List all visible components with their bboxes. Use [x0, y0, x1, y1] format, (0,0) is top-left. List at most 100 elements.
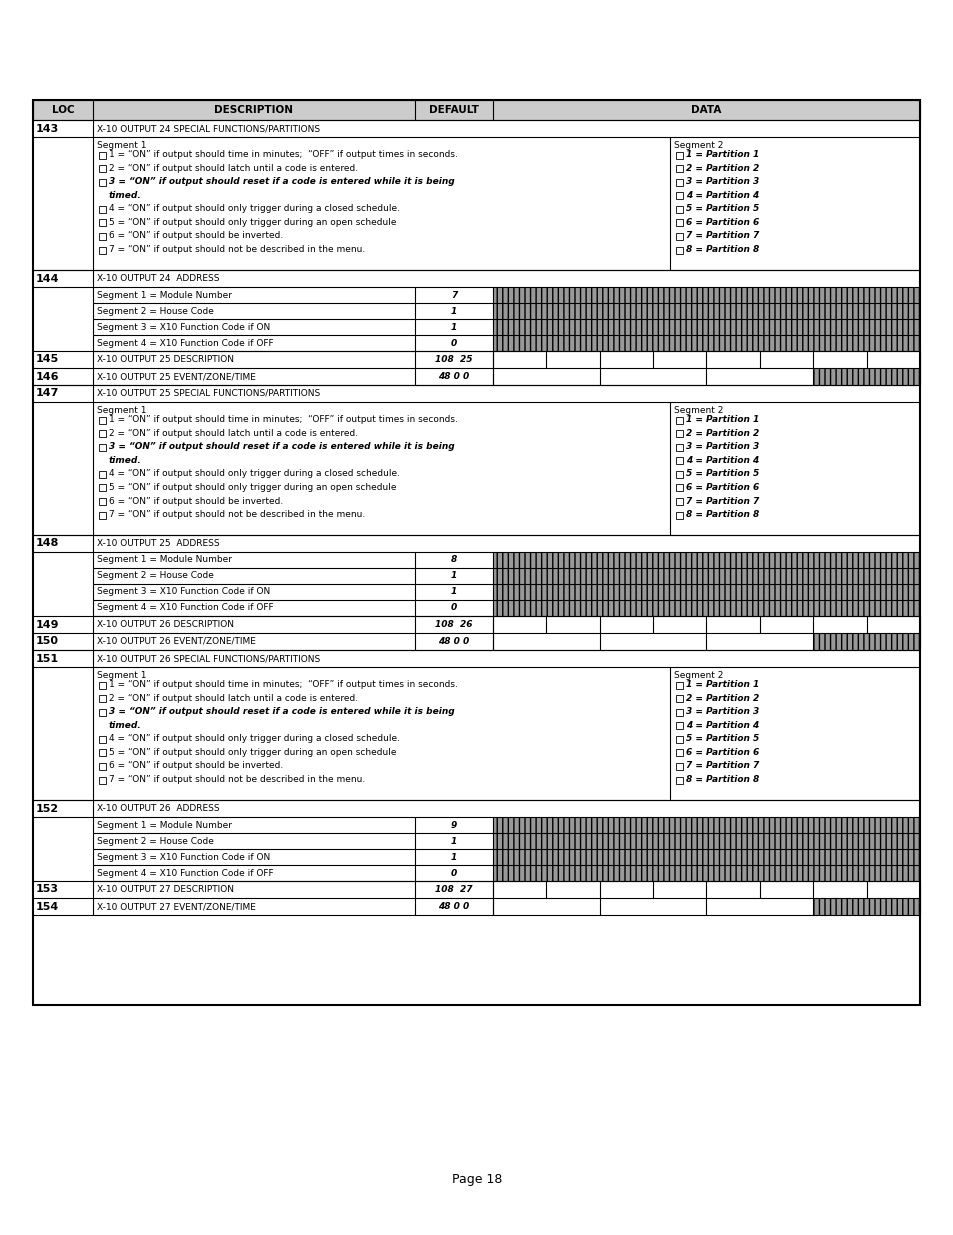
Bar: [493, 287, 919, 303]
Text: 1 = Partition 1: 1 = Partition 1: [685, 415, 759, 424]
Text: 6 = Partition 6: 6 = Partition 6: [685, 483, 759, 492]
Bar: [676, 193, 682, 199]
Bar: [99, 471, 106, 478]
Text: Segment 1 = Module Number: Segment 1 = Module Number: [97, 290, 232, 300]
Text: 8 = Partition 8: 8 = Partition 8: [685, 510, 759, 519]
Text: X-10 OUTPUT 27 DESCRIPTION: X-10 OUTPUT 27 DESCRIPTION: [97, 885, 233, 894]
Bar: [676, 498, 682, 505]
Text: 48 0 0: 48 0 0: [438, 372, 469, 382]
Text: Segment 3 = X10 Function Code if ON: Segment 3 = X10 Function Code if ON: [97, 322, 270, 331]
Text: 153: 153: [36, 884, 59, 894]
Text: 108  27: 108 27: [435, 885, 473, 894]
Bar: [812, 898, 919, 915]
Bar: [812, 634, 919, 650]
Bar: [493, 584, 919, 600]
Text: 5 = Partition 5: 5 = Partition 5: [685, 735, 759, 743]
Bar: [493, 818, 919, 832]
Text: X-10 OUTPUT 26 SPECIAL FUNCTIONS/PARTITIONS: X-10 OUTPUT 26 SPECIAL FUNCTIONS/PARTITI…: [97, 655, 320, 663]
Bar: [676, 709, 682, 716]
Text: Segment 2: Segment 2: [673, 671, 722, 680]
Text: Segment 1 = Module Number: Segment 1 = Module Number: [97, 556, 232, 564]
Bar: [676, 152, 682, 158]
Bar: [676, 471, 682, 478]
Bar: [99, 165, 106, 172]
Text: 48 0 0: 48 0 0: [438, 637, 469, 646]
Text: Segment 3 = X10 Function Code if ON: Segment 3 = X10 Function Code if ON: [97, 852, 270, 862]
Text: X-10 OUTPUT 26 DESCRIPTION: X-10 OUTPUT 26 DESCRIPTION: [97, 620, 233, 629]
Bar: [99, 233, 106, 240]
Text: 1: 1: [451, 306, 456, 315]
Text: 4 = Partition 4: 4 = Partition 4: [685, 721, 759, 730]
Text: 8: 8: [451, 556, 456, 564]
Text: Segment 1: Segment 1: [97, 406, 147, 415]
Text: 2 = “ON” if output should latch until a code is entered.: 2 = “ON” if output should latch until a …: [109, 164, 357, 173]
Bar: [99, 736, 106, 743]
Text: 6 = Partition 6: 6 = Partition 6: [685, 217, 759, 227]
Text: 5 = “ON” if output should only trigger during an open schedule: 5 = “ON” if output should only trigger d…: [109, 217, 396, 227]
Bar: [676, 682, 682, 689]
Text: Segment 1: Segment 1: [97, 671, 147, 680]
Text: 7: 7: [451, 290, 456, 300]
Text: 4 = “ON” if output should only trigger during a closed schedule.: 4 = “ON” if output should only trigger d…: [109, 469, 399, 478]
Bar: [99, 695, 106, 703]
Bar: [99, 206, 106, 212]
Bar: [676, 763, 682, 769]
Text: 3 = “ON” if output should reset if a code is entered while it is being: 3 = “ON” if output should reset if a cod…: [109, 442, 455, 451]
Text: X-10 OUTPUT 25 SPECIAL FUNCTIONS/PARTITIONS: X-10 OUTPUT 25 SPECIAL FUNCTIONS/PARTITI…: [97, 389, 320, 398]
Text: X-10 OUTPUT 26 EVENT/ZONE/TIME: X-10 OUTPUT 26 EVENT/ZONE/TIME: [97, 637, 255, 646]
Text: Segment 1 = Module Number: Segment 1 = Module Number: [97, 820, 232, 830]
Text: 3 = Partition 3: 3 = Partition 3: [685, 177, 759, 186]
Bar: [493, 832, 919, 848]
Text: 1: 1: [451, 836, 456, 846]
Text: 7 = “ON” if output should not be described in the menu.: 7 = “ON” if output should not be describ…: [109, 245, 365, 254]
Bar: [676, 165, 682, 172]
Text: 4 = Partition 4: 4 = Partition 4: [685, 456, 759, 464]
Text: 3 = Partition 3: 3 = Partition 3: [685, 708, 759, 716]
Text: 6 = Partition 6: 6 = Partition 6: [685, 748, 759, 757]
Bar: [676, 750, 682, 756]
Text: X-10 OUTPUT 24 SPECIAL FUNCTIONS/PARTITIONS: X-10 OUTPUT 24 SPECIAL FUNCTIONS/PARTITI…: [97, 124, 320, 133]
Bar: [99, 763, 106, 769]
Text: 2 = Partition 2: 2 = Partition 2: [685, 429, 759, 437]
Text: 2 = Partition 2: 2 = Partition 2: [685, 694, 759, 703]
Text: Segment 3 = X10 Function Code if ON: Segment 3 = X10 Function Code if ON: [97, 588, 270, 597]
Bar: [99, 152, 106, 158]
Text: X-10 OUTPUT 24  ADDRESS: X-10 OUTPUT 24 ADDRESS: [97, 274, 219, 283]
Text: 148: 148: [36, 538, 59, 548]
Text: 6 = “ON” if output should be inverted.: 6 = “ON” if output should be inverted.: [109, 231, 283, 241]
Bar: [99, 511, 106, 519]
Text: 3 = Partition 3: 3 = Partition 3: [685, 442, 759, 451]
Bar: [812, 368, 919, 385]
Bar: [676, 247, 682, 253]
Text: 152: 152: [36, 804, 59, 814]
Text: DESCRIPTION: DESCRIPTION: [214, 105, 294, 115]
Text: 4 = “ON” if output should only trigger during a closed schedule.: 4 = “ON” if output should only trigger d…: [109, 204, 399, 214]
Text: 146: 146: [36, 372, 59, 382]
Text: 9: 9: [451, 820, 456, 830]
Text: 150: 150: [36, 636, 59, 646]
Text: 48 0 0: 48 0 0: [438, 902, 469, 911]
Text: X-10 OUTPUT 25 EVENT/ZONE/TIME: X-10 OUTPUT 25 EVENT/ZONE/TIME: [97, 372, 255, 382]
Text: X-10 OUTPUT 27 EVENT/ZONE/TIME: X-10 OUTPUT 27 EVENT/ZONE/TIME: [97, 902, 255, 911]
Text: 1 = Partition 1: 1 = Partition 1: [685, 680, 759, 689]
Text: 151: 151: [36, 653, 59, 663]
Text: LOC: LOC: [51, 105, 74, 115]
Text: 7 = “ON” if output should not be described in the menu.: 7 = “ON” if output should not be describ…: [109, 776, 365, 784]
Text: 1 = “ON” if output should time in minutes;  “OFF” if output times in seconds.: 1 = “ON” if output should time in minute…: [109, 680, 457, 689]
Bar: [33, 100, 919, 120]
Bar: [99, 498, 106, 505]
Bar: [676, 777, 682, 783]
Text: 1: 1: [451, 322, 456, 331]
Text: 2 = “ON” if output should latch until a code is entered.: 2 = “ON” if output should latch until a …: [109, 694, 357, 703]
Bar: [99, 777, 106, 783]
Text: 1 = Partition 1: 1 = Partition 1: [685, 151, 759, 159]
Bar: [676, 484, 682, 492]
Bar: [676, 206, 682, 212]
Bar: [99, 247, 106, 253]
Bar: [99, 416, 106, 424]
Text: Segment 2: Segment 2: [673, 406, 722, 415]
Text: 145: 145: [36, 354, 59, 364]
Bar: [493, 552, 919, 568]
Bar: [676, 430, 682, 437]
Bar: [99, 430, 106, 437]
